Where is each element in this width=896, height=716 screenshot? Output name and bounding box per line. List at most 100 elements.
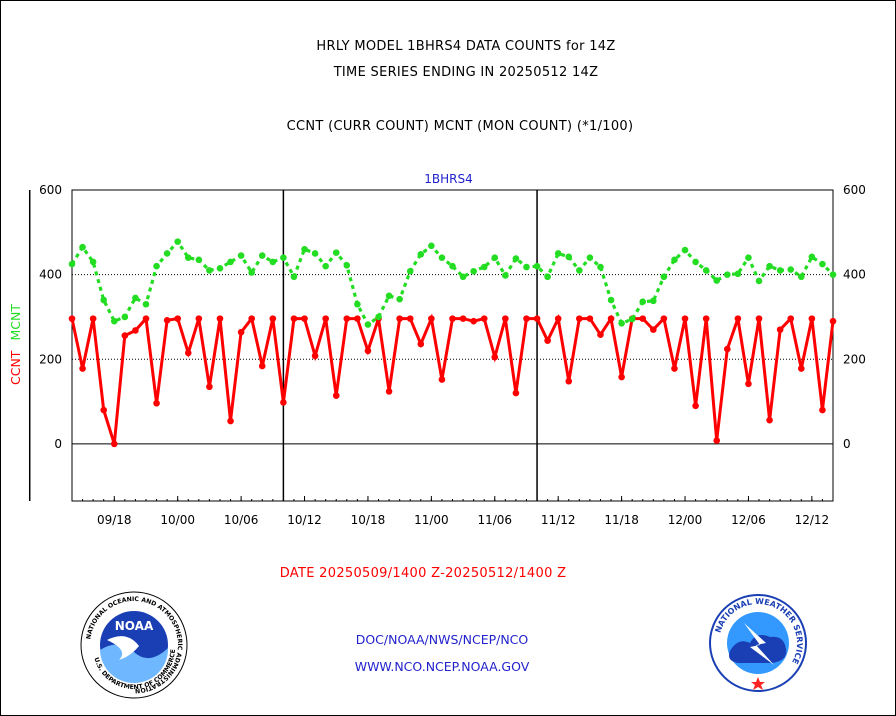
series-mcnt-point: [745, 254, 752, 262]
series-mcnt-point: [428, 242, 435, 250]
series-mcnt-point: [438, 254, 446, 262]
series-mcnt-point: [776, 267, 784, 274]
series-ccnt-point: [797, 365, 805, 372]
series-mcnt-point: [227, 258, 234, 266]
series-ccnt-point: [660, 315, 668, 322]
x-tick-label: 11/18: [604, 513, 639, 527]
series-ccnt-point: [79, 365, 86, 372]
series-ccnt-point: [586, 315, 594, 322]
footer-site-link[interactable]: WWW.NCO.NCEP.NOAA.GOV: [354, 659, 530, 674]
series-mcnt-point: [100, 296, 108, 304]
series-mcnt-line: [70, 238, 835, 327]
series-mcnt-point: [280, 254, 287, 262]
series-ccnt-point: [89, 315, 97, 322]
series-mcnt-point: [79, 243, 86, 251]
series-ccnt-point: [607, 315, 615, 322]
series-ccnt-point: [576, 315, 583, 322]
series-mcnt-point: [565, 253, 573, 261]
series-ccnt-point: [364, 347, 372, 355]
series-ccnt-point: [195, 315, 203, 322]
series-mcnt-point: [258, 252, 266, 259]
series-ccnt-point: [808, 315, 816, 322]
series-ccnt-point: [227, 417, 234, 425]
y-axis-label-mcnt: MCNT: [8, 304, 23, 341]
series-ccnt-point: [417, 340, 425, 348]
series-mcnt-point: [174, 238, 181, 245]
series-mcnt-point: [364, 321, 372, 328]
series-ccnt-point: [597, 331, 604, 339]
series-ccnt-point: [258, 362, 266, 370]
series-mcnt-point: [332, 249, 340, 256]
y-tick-label-right: 400: [843, 268, 866, 282]
series-mcnt-point: [195, 256, 203, 264]
series-mcnt-point: [311, 250, 319, 257]
series-mcnt-point: [597, 263, 604, 271]
series-ccnt-point: [618, 373, 625, 381]
series-ccnt-point: [142, 315, 150, 322]
chart-subtitle: TIME SERIES ENDING IN 20250512 14Z: [333, 65, 599, 80]
series-mcnt-point: [829, 271, 837, 278]
plot-series-label: 1BHRS4: [424, 172, 472, 186]
series-mcnt-point: [110, 317, 118, 325]
y-tick-label-left: 200: [39, 352, 62, 366]
series-ccnt-point: [480, 315, 488, 322]
series-mcnt-point: [459, 273, 467, 281]
series-mcnt-point: [808, 253, 816, 261]
series-mcnt-point: [470, 267, 477, 275]
noaa-logo: NATIONAL OCEANIC AND ATMOSPHERIC ADMINIS…: [80, 591, 188, 699]
series-mcnt-point: [290, 273, 298, 281]
series-mcnt-point: [797, 273, 805, 281]
series-layer: [68, 238, 837, 448]
series-ccnt-point: [354, 315, 361, 322]
series-ccnt-point: [533, 315, 541, 322]
series-ccnt-point: [290, 315, 298, 322]
series-mcnt-point: [671, 256, 678, 264]
series-ccnt-point: [829, 317, 837, 325]
series-ccnt-point: [132, 327, 139, 334]
series-ccnt-point: [776, 326, 784, 333]
series-mcnt-point: [628, 315, 636, 323]
series-ccnt-point: [502, 315, 509, 322]
series-mcnt-point: [184, 254, 192, 262]
series-ccnt-point: [438, 376, 446, 383]
series-mcnt-point: [523, 263, 530, 271]
x-tick-label: 09/18: [97, 513, 132, 527]
series-mcnt-point: [533, 262, 541, 270]
footer-org-link[interactable]: DOC/NOAA/NWS/NCEP/NCO: [355, 632, 529, 647]
series-mcnt-point: [650, 297, 657, 305]
series-ccnt-point: [121, 332, 129, 339]
series-ccnt-point: [110, 440, 118, 448]
series-ccnt-point: [724, 345, 731, 353]
series-ccnt-point: [343, 315, 351, 322]
series-mcnt-point: [692, 258, 699, 266]
series-ccnt-point: [248, 315, 255, 322]
series-ccnt-point: [301, 315, 308, 322]
series-ccnt-point: [819, 406, 826, 414]
series-mcnt-point: [163, 250, 171, 257]
series-mcnt-point: [449, 262, 456, 270]
series-ccnt-point: [512, 389, 520, 397]
series-ccnt-point: [565, 377, 573, 385]
series-mcnt-point: [586, 254, 594, 262]
y-tick-label-right: 200: [843, 352, 866, 366]
series-mcnt-point: [248, 269, 255, 276]
series-ccnt-point: [449, 315, 456, 322]
series-ccnt-point: [280, 399, 287, 406]
series-mcnt-point: [385, 292, 393, 300]
series-mcnt-point: [502, 272, 509, 279]
series-mcnt-point: [512, 255, 520, 262]
series-ccnt-point: [650, 326, 657, 333]
y-tick-label-left: 600: [39, 183, 62, 197]
series-mcnt-point: [713, 277, 721, 284]
series-mcnt-point: [396, 295, 403, 303]
x-tick-label: 12/00: [668, 513, 703, 527]
chart-title: HRLY MODEL 1BHRS4 DATA COUNTS for 14Z: [316, 39, 616, 54]
series-ccnt-point: [459, 315, 467, 322]
series-mcnt-point: [132, 294, 139, 302]
series-mcnt-point: [639, 298, 647, 306]
grid-layer: [28, 190, 833, 501]
series-ccnt-point: [153, 399, 160, 407]
series-mcnt-point: [269, 258, 277, 266]
series-ccnt-point: [311, 352, 319, 360]
